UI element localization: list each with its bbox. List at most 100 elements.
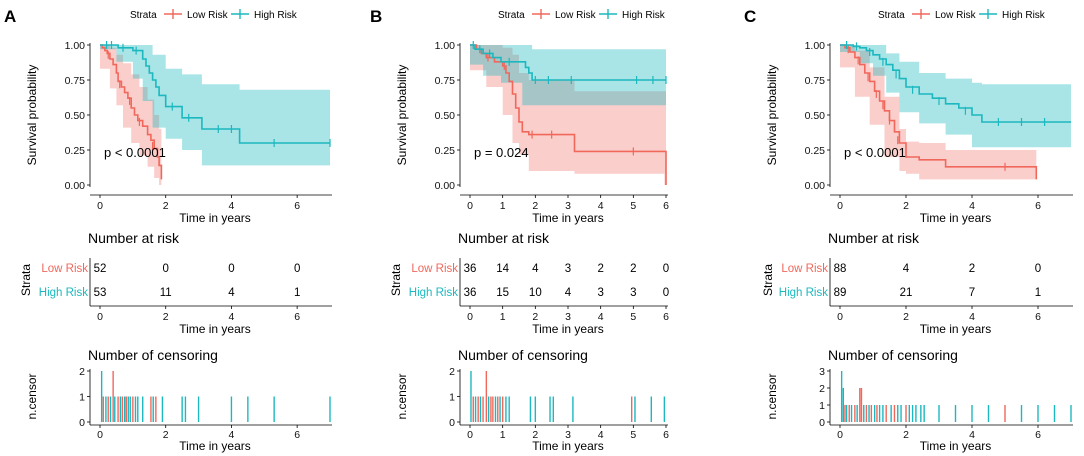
- censor-x-tick-label: 1: [500, 429, 506, 441]
- censoring-plot: Number of censoring 0 1 2 3 0 2 4 6 Time in years…: [765, 347, 1073, 453]
- risk-count-low: 52: [94, 263, 107, 275]
- y-tick-label: 0.00: [435, 180, 456, 192]
- y-tick-label: 0.75: [435, 75, 456, 87]
- censor-y-axis-title: n.censor: [395, 373, 409, 419]
- risk-x-tick-label: 4: [598, 311, 604, 323]
- p-value: p < 0.0001: [104, 145, 166, 160]
- censor-x-tick-label: 0: [467, 429, 473, 441]
- risk-count-low: 0: [228, 263, 234, 275]
- x-tick-label: 5: [630, 200, 636, 212]
- censor-x-axis-title: Time in years: [532, 439, 604, 453]
- legend-title: Strata: [878, 10, 905, 21]
- series-low: [100, 44, 163, 180]
- legend-key-high: [599, 9, 617, 19]
- censor-x-tick-label: 6: [1035, 429, 1041, 441]
- survival-curve-high: [840, 44, 1071, 123]
- risk-count-high: 0: [663, 287, 669, 299]
- risk-count-low: 14: [496, 263, 509, 275]
- censor-x-axis-title: Time in years: [920, 439, 992, 453]
- risk-strata-label: Strata: [19, 264, 33, 296]
- x-axis-title: Time in years: [532, 211, 604, 225]
- x-tick-label: 1: [500, 200, 506, 212]
- x-tick-label: 2: [903, 200, 909, 212]
- x-tick-label: 2: [532, 200, 538, 212]
- legend-key-high: [231, 9, 249, 19]
- risk-x-tick-label: 2: [163, 311, 169, 323]
- risk-x-tick-label: 2: [532, 311, 538, 323]
- y-tick-label: 0.25: [805, 145, 826, 157]
- risk-count-low: 2: [969, 263, 975, 275]
- risk-count-high: 89: [834, 287, 847, 299]
- risk-x-tick-label: 2: [903, 311, 909, 323]
- censor-x-tick-label: 4: [598, 429, 604, 441]
- ci-band-low: [470, 45, 666, 185]
- risk-strata-label: Strata: [389, 264, 403, 296]
- p-value: p = 0.024: [474, 145, 529, 160]
- y-axis-title: Survival probability: [395, 65, 409, 166]
- censor-title: Number of censoring: [458, 347, 588, 363]
- legend-title: Strata: [498, 10, 525, 21]
- y-axis-title: Survival probability: [765, 65, 779, 166]
- censoring-plot: Number of censoring 0 1 2 0 1 2 3 4 5 6 Time in yea…: [395, 347, 669, 453]
- risk-count-low: 2: [630, 263, 636, 275]
- y-axis-title: Survival probability: [25, 65, 39, 166]
- y-tick-label: 0.50: [65, 110, 86, 122]
- risk-row-label-high: High Risk: [39, 287, 88, 299]
- x-axis-title: Time in years: [920, 211, 992, 225]
- risk-count-high: 4: [565, 287, 572, 299]
- x-tick-label: 6: [663, 200, 669, 212]
- censor-x-tick-label: 6: [294, 429, 300, 441]
- y-tick-label: 0.75: [65, 75, 86, 87]
- y-tick-label: 1.00: [805, 40, 826, 52]
- censor-y-tick-label: 0: [819, 417, 825, 429]
- risk-x-tick-label: 0: [837, 311, 843, 323]
- legend-key-low: [164, 9, 182, 19]
- risk-count-high: 4: [228, 287, 235, 299]
- risk-x-tick-label: 3: [565, 311, 571, 323]
- censor-y-tick-label: 1: [819, 400, 825, 412]
- censor-y-axis-title: n.censor: [765, 373, 779, 419]
- y-tick-label: 0.50: [435, 110, 456, 122]
- risk-x-tick-label: 6: [294, 311, 300, 323]
- y-tick-label: 0.00: [805, 180, 826, 192]
- y-tick-label: 0.75: [805, 75, 826, 87]
- censor-y-tick-label: 2: [79, 366, 85, 378]
- censor-y-tick-label: 0: [449, 417, 455, 429]
- risk-title: Number at risk: [828, 230, 920, 246]
- risk-count-high: 36: [464, 287, 477, 299]
- risk-count-high: 3: [597, 287, 603, 299]
- legend-label-low: Low Risk: [187, 10, 229, 21]
- risk-count-low: 4: [903, 263, 910, 275]
- risk-x-tick-label: 5: [630, 311, 636, 323]
- x-tick-label: 6: [294, 200, 300, 212]
- x-tick-label: 0: [837, 200, 843, 212]
- risk-x-tick-label: 0: [97, 311, 103, 323]
- legend-label-high: High Risk: [622, 10, 666, 21]
- risk-count-high: 11: [160, 287, 172, 299]
- risk-count-low: 88: [834, 263, 847, 275]
- censoring-plot: Number of censoring 0 1 2 0 2 4 6 Time in years n…: [25, 347, 332, 453]
- x-axis-title: Time in years: [179, 211, 251, 225]
- censor-title: Number of censoring: [88, 347, 218, 363]
- series-low: [840, 44, 1038, 180]
- censor-y-tick-label: 3: [819, 366, 825, 378]
- risk-row-label-low: Low Risk: [411, 263, 458, 275]
- risk-count-high: 7: [969, 287, 975, 299]
- risk-count-high: 10: [529, 287, 542, 299]
- censor-y-tick-label: 0: [79, 417, 85, 429]
- risk-x-tick-label: 4: [969, 311, 975, 323]
- legend-label-low: Low Risk: [935, 10, 977, 21]
- survival-curve-high: [100, 44, 330, 144]
- panel-letter: B: [370, 7, 382, 26]
- legend-label-high: High Risk: [254, 10, 298, 21]
- censor-y-tick-label: 2: [819, 383, 825, 395]
- censor-y-tick-label: 2: [449, 366, 455, 378]
- risk-x-tick-label: 1: [500, 311, 506, 323]
- x-tick-label: 3: [565, 200, 571, 212]
- x-tick-label: 4: [229, 200, 235, 212]
- ci-band-high: [100, 45, 330, 166]
- survival-axes: 0.00 0.25 0.50 0.75 1.00 0 2 4 6 Time in years Sur…: [25, 40, 332, 225]
- x-tick-label: 0: [467, 200, 473, 212]
- risk-count-low: 0: [294, 263, 300, 275]
